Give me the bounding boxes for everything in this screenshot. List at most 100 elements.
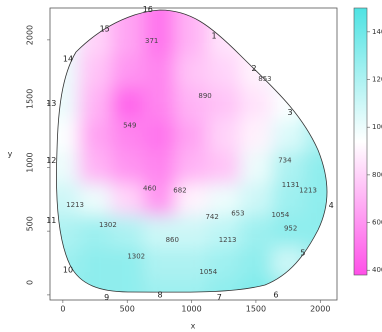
- field-cell: [272, 151, 305, 184]
- station-label: 6: [273, 290, 278, 299]
- contour-label: 734: [278, 156, 292, 164]
- field-cell: [78, 247, 112, 279]
- x-tick-label: 0: [60, 305, 65, 314]
- field-cell: [272, 183, 305, 216]
- field-cell: [143, 183, 176, 216]
- field-cell: [56, 183, 79, 216]
- field-cell: [207, 278, 240, 293]
- field-cell: [111, 119, 144, 152]
- contour-label: 1213: [219, 236, 237, 244]
- contour-label: 1131: [282, 181, 300, 189]
- field-cell: [239, 119, 273, 152]
- field-cell: [175, 278, 208, 293]
- station-label: 10: [63, 266, 73, 275]
- station-label: 15: [100, 25, 110, 34]
- field-cell: [175, 87, 208, 120]
- field-cell: [143, 278, 176, 293]
- station-label: 7: [217, 293, 222, 302]
- field-cell: [239, 87, 273, 120]
- field-cell: [78, 55, 112, 88]
- field-cell: [111, 215, 144, 248]
- colorbar-tick-label: 800: [372, 171, 382, 179]
- colorbar-tick-label: 1200: [372, 76, 382, 84]
- field-cell: [239, 183, 273, 216]
- station-label: 16: [143, 5, 153, 14]
- contour-label: 853: [258, 75, 271, 83]
- boundary: [56, 9, 328, 293]
- field-cell: [56, 119, 79, 152]
- field-cell: [175, 215, 208, 248]
- field-cell: [143, 247, 176, 279]
- field-cell: [78, 183, 112, 216]
- station-label: 8: [157, 290, 162, 299]
- field-cell: [143, 215, 176, 248]
- field-cell: [207, 87, 240, 120]
- contour-label: 549: [123, 121, 136, 129]
- station-label: 5: [300, 248, 305, 257]
- field-cell: [239, 151, 273, 184]
- x-tick-label: 1000: [181, 305, 201, 314]
- contour-label: 1054: [271, 211, 289, 219]
- colorbar: [353, 7, 368, 276]
- field-cell: [175, 151, 208, 184]
- field-cell: [207, 215, 240, 248]
- field-cell: [175, 247, 208, 279]
- field-cell: [111, 151, 144, 184]
- field-cell: [272, 119, 305, 152]
- x-tick-label: 2000: [310, 305, 330, 314]
- field-cell: [143, 87, 176, 120]
- station-label: 12: [46, 156, 56, 165]
- station-label: 4: [329, 201, 334, 210]
- contour-label: 1054: [199, 268, 217, 276]
- contour-label: 371: [145, 37, 158, 45]
- field-cell: [111, 247, 144, 279]
- field-cell: [143, 10, 176, 56]
- field-cell: [207, 183, 240, 216]
- field-cell: [175, 119, 208, 152]
- field-cell: [143, 151, 176, 184]
- field-cell: [56, 87, 79, 120]
- field-cell: [175, 55, 208, 88]
- field-cell: [78, 119, 112, 152]
- contour-label: 682: [173, 186, 186, 194]
- field-cell: [272, 215, 305, 248]
- station-label: 1: [212, 32, 217, 41]
- y-tick-label: 0: [26, 280, 35, 285]
- field-cell: [239, 215, 273, 248]
- colorbar-tick-label: 1400: [372, 28, 382, 36]
- field-cell: [239, 247, 273, 279]
- y-tick-label: 1500: [26, 89, 35, 109]
- contour-label: 653: [231, 209, 244, 217]
- contour-label: 952: [284, 225, 297, 233]
- contour-label: 890: [198, 92, 211, 100]
- field-cell: [111, 183, 144, 216]
- contour-label: 1302: [99, 221, 117, 229]
- x-axis-label: x: [191, 322, 196, 331]
- station-label: 3: [287, 108, 292, 117]
- field-cell: [78, 215, 112, 248]
- field-cell: [207, 119, 240, 152]
- colorbar-tick-label: 600: [372, 219, 382, 227]
- field-cell: [78, 151, 112, 184]
- contour-label: 860: [166, 236, 179, 244]
- field-cell: [207, 55, 240, 88]
- y-tick-label: 500: [26, 216, 35, 231]
- colorbar-tick-label: 1000: [372, 123, 382, 131]
- contour-label: 460: [143, 184, 156, 192]
- x-tick-label: 1500: [246, 305, 266, 314]
- y-axis-label: y: [8, 150, 13, 159]
- field-cell: [143, 55, 176, 88]
- y-tick-label: 1000: [26, 152, 35, 172]
- station-label: 13: [46, 99, 56, 108]
- field-cell: [207, 151, 240, 184]
- station-label: 2: [251, 64, 256, 73]
- field-cell: [143, 119, 176, 152]
- field-cell: [111, 278, 144, 293]
- field-cell: [111, 87, 144, 120]
- y-tick-label: 2000: [26, 25, 35, 45]
- contour-label: 1302: [127, 253, 145, 261]
- station-label: 9: [104, 293, 109, 302]
- contour-label: 1213: [66, 201, 84, 209]
- field: [56, 10, 327, 293]
